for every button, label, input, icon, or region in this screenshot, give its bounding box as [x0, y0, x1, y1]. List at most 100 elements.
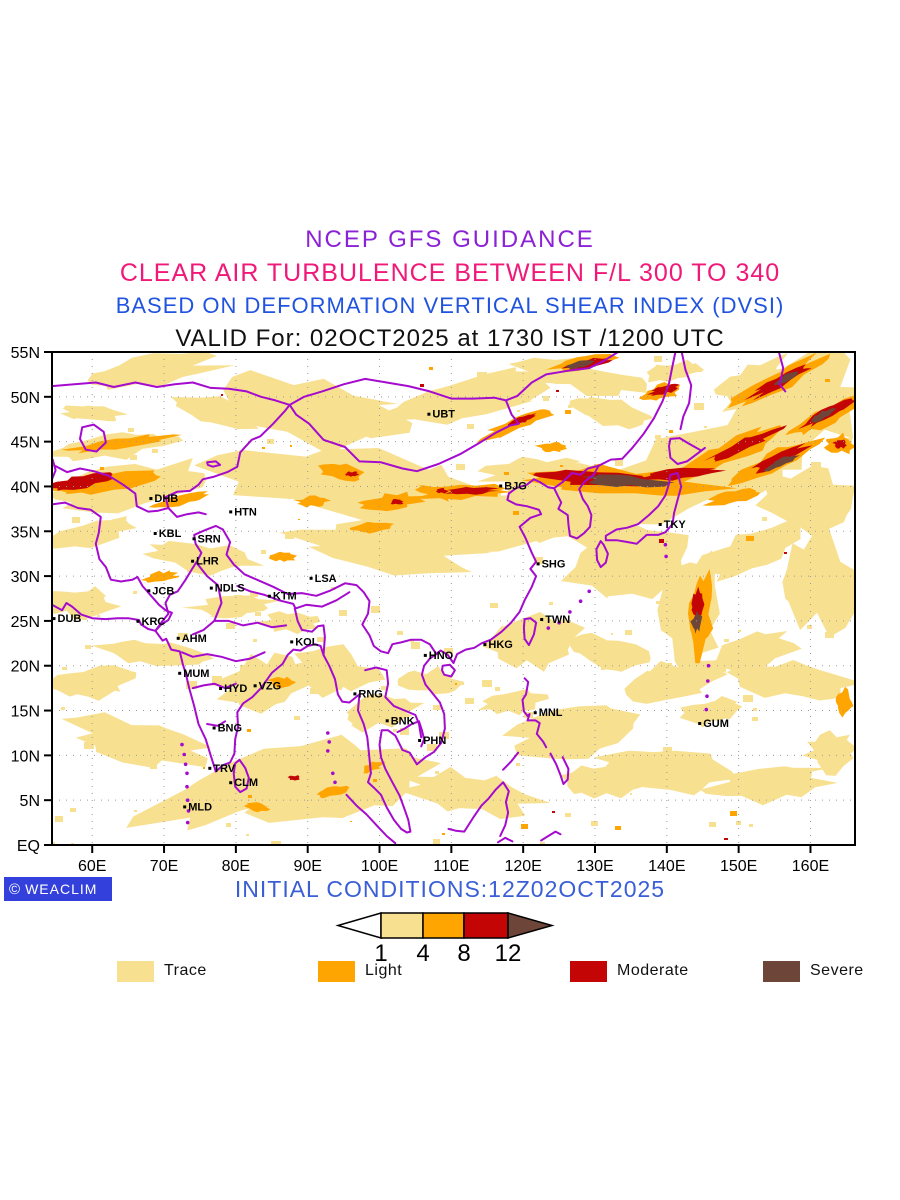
station-label: TKY [664, 519, 687, 531]
lat-tick-label: 45N [11, 435, 40, 452]
trace-speckle [762, 517, 767, 521]
turbulence-patch [286, 644, 386, 698]
trace-speckle [675, 570, 680, 574]
turbulence-patch [209, 652, 316, 714]
turbulence-patch [569, 396, 653, 430]
trace-speckle [427, 744, 437, 751]
island-dot [664, 554, 668, 559]
trace-speckle [213, 560, 220, 565]
island-dot [185, 784, 189, 789]
trace-speckle [490, 603, 498, 608]
trace-speckle [749, 824, 753, 827]
lat-tick-label: 55N [11, 345, 40, 362]
trace-speckle [656, 601, 660, 604]
trace-speckle [246, 834, 249, 836]
trace-speckle [475, 501, 482, 506]
title-dvsi: BASED ON DEFORMATION VERTICAL SHEAR INDE… [115, 293, 785, 318]
lon-tick-label: 120E [504, 858, 541, 875]
trace-speckle [255, 612, 261, 616]
trace-speckle [654, 356, 662, 362]
station-dot [178, 671, 182, 675]
trace-speckle [130, 455, 137, 460]
coastline [364, 666, 423, 739]
scale-tick-label: 8 [457, 940, 470, 967]
trace-speckle [433, 705, 441, 710]
title-valid: VALID For: 02OCT2025 at 1730 IST /1200 U… [175, 325, 725, 352]
turbulence-patch [576, 750, 737, 796]
light-speckle [504, 472, 509, 475]
turbulence-patch [87, 352, 235, 390]
trace-speckle [696, 778, 705, 784]
turbulence-patch [390, 499, 404, 505]
trace-speckle [97, 615, 100, 617]
lon-tick-label: 150E [720, 858, 757, 875]
station-dot [219, 687, 223, 690]
island-dot [706, 663, 711, 668]
trace-speckle [433, 839, 440, 844]
trace-speckle [752, 717, 758, 721]
station-label: LHR [196, 556, 219, 568]
lat-tick-label: 50N [11, 390, 40, 407]
trace-speckle [240, 665, 250, 672]
trace-speckle [393, 729, 397, 732]
station-dot [147, 589, 151, 593]
title-cat: CLEAR AIR TURBULENCE BETWEEN F/L 300 TO … [119, 259, 781, 287]
station-label: GUM [703, 718, 729, 730]
trace-speckle [762, 413, 766, 416]
lat-tick-label: 20N [11, 659, 40, 676]
light-speckle [513, 511, 519, 515]
coastline [549, 752, 570, 785]
trace-speckle [488, 377, 499, 384]
island-dot [557, 620, 561, 625]
trace-speckle [467, 424, 474, 429]
turbulence-patch [763, 454, 801, 472]
trace-speckle [210, 407, 218, 413]
island-dot [331, 771, 335, 776]
moderate-speckle [221, 394, 223, 396]
turbulence-patch [316, 785, 350, 799]
trace-speckle [271, 624, 275, 627]
turbulence-patch [691, 586, 705, 621]
turbulence-patch [508, 357, 647, 397]
station-dot [191, 559, 195, 563]
trace-speckle [223, 412, 226, 414]
turbulence-patch [693, 518, 802, 582]
turbulence-patch [700, 766, 838, 806]
turbulence-patch [679, 696, 743, 728]
station-label: UBT [432, 409, 455, 421]
legend-swatch [117, 960, 154, 982]
trace-speckle [339, 610, 347, 616]
station-label: HKG [488, 639, 512, 651]
trace-speckle [153, 496, 156, 498]
station-label: HTN [234, 506, 257, 518]
station-label: KOL [295, 636, 319, 648]
island-dot [663, 542, 668, 547]
moderate-speckle [556, 390, 559, 392]
trace-speckle [456, 464, 465, 470]
island-dot [185, 798, 190, 802]
legend-swatch [318, 960, 355, 982]
station-label: PHN [423, 735, 446, 747]
turbulence-patch [349, 521, 395, 534]
turbulence-patch [560, 765, 647, 799]
turbulence-patch [565, 360, 595, 370]
trace-speckle [615, 460, 623, 466]
turbulence-patch [363, 761, 386, 774]
station-label: DHB [154, 493, 178, 505]
trace-speckle [543, 396, 549, 401]
turbulence-patch [268, 551, 298, 562]
station-dot [658, 523, 662, 526]
light-speckle [203, 767, 205, 769]
station-dot [208, 766, 212, 770]
turbulence-patch [279, 518, 492, 576]
trace-speckle [254, 709, 257, 711]
turbulence-patch [755, 465, 855, 539]
trace-speckle [128, 428, 134, 432]
station-label: JCB [152, 585, 174, 597]
station-label: HNO [429, 650, 454, 662]
station-label: KBL [159, 528, 182, 540]
coastline [777, 352, 787, 393]
turbulence-patch [569, 632, 651, 672]
trace-speckle [310, 688, 319, 694]
turbulence-patch [726, 660, 855, 701]
